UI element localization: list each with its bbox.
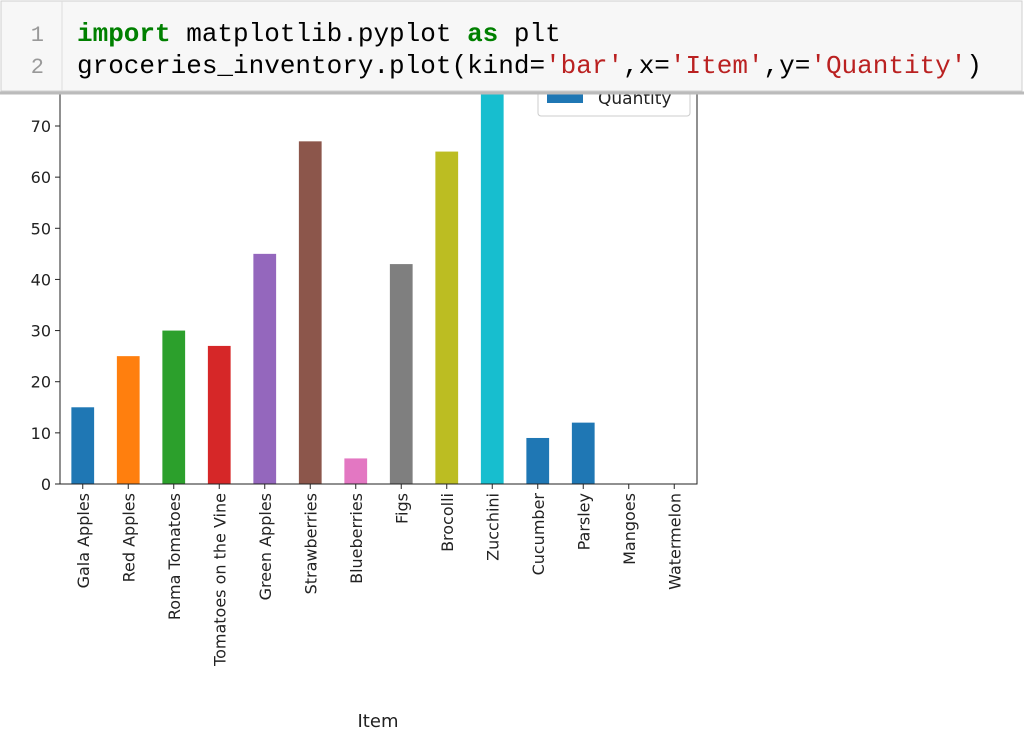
code-token: ,x= — [623, 51, 670, 81]
bar — [480, 85, 504, 484]
x-tick-label: Watermelon — [665, 493, 684, 590]
code-token: matplotlib.pyplot — [171, 19, 467, 49]
bar — [253, 253, 277, 484]
bar — [207, 345, 231, 484]
x-tick-label: Brocolli — [438, 493, 457, 552]
code-cell: 1 2 import matplotlib.pyplot as pltgroceri… — [0, 0, 1024, 95]
code-token: import — [77, 19, 171, 49]
code-token: ) — [966, 51, 982, 81]
x-tick-label: Green Apples — [256, 493, 275, 600]
bar — [116, 356, 140, 484]
y-tick-label: 40 — [31, 270, 51, 289]
code-line: groceries_inventory.plot(kind='bar',x='I… — [77, 51, 982, 81]
legend-swatch — [547, 92, 583, 103]
x-tick-label: Parsley — [574, 493, 593, 550]
code-token: plt — [498, 19, 560, 49]
x-tick-label: Gala Apples — [74, 493, 93, 588]
y-tick-label: 0 — [41, 475, 51, 494]
code-token: groceries_inventory.plot(kind= — [77, 51, 545, 81]
bar — [344, 458, 368, 484]
x-tick-label: Roma Tomatoes — [165, 493, 184, 620]
code-background — [0, 0, 1023, 92]
x-tick-label: Figs — [392, 493, 411, 524]
bar — [298, 141, 322, 485]
plot-frame — [59, 64, 698, 485]
code-token: ,y= — [764, 51, 811, 81]
code-line: import matplotlib.pyplot as plt — [77, 19, 561, 49]
chart: 0 10 20 30 40 50 60 70 Gala Apples Red Apples Roma… — [31, 64, 698, 667]
x-tick-label: Blueberries — [347, 493, 366, 584]
x-axis-label: Item — [358, 711, 399, 732]
code-token: 'Item' — [670, 51, 764, 81]
line-number: 1 — [31, 23, 44, 48]
x-tick-label: Mangoes — [620, 493, 639, 565]
y-tick-label: 50 — [31, 219, 51, 238]
x-tick-label: Zucchini — [483, 493, 502, 561]
code-token: 'bar' — [545, 51, 623, 81]
bar — [571, 422, 595, 484]
x-tick-label: Strawberries — [301, 493, 320, 594]
bar — [162, 330, 186, 484]
code-token: as — [467, 19, 498, 49]
y-tick-label: 30 — [31, 322, 51, 341]
bar — [71, 407, 95, 484]
x-tick-label: Tomatoes on the Vine — [210, 493, 229, 667]
y-tick-label: 70 — [31, 117, 51, 136]
y-tick-label: 60 — [31, 168, 51, 187]
code-token: 'Quantity' — [810, 51, 966, 81]
y-tick-label: 20 — [31, 373, 51, 392]
bar — [389, 264, 413, 484]
bar — [435, 151, 459, 485]
x-tick-label: Cucumber — [529, 493, 548, 576]
x-tick-label: Red Apples — [119, 493, 138, 582]
line-number: 2 — [31, 55, 44, 80]
bar — [526, 437, 550, 484]
y-tick-label: 10 — [31, 424, 51, 443]
